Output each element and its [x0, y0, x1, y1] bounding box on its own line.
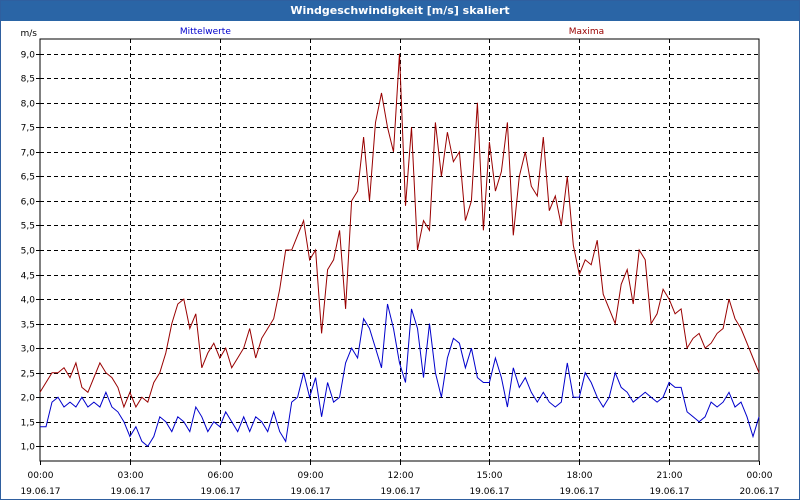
y-tick-label: 9,0: [21, 51, 36, 61]
x-tick-time-label: 09:00: [298, 471, 324, 481]
x-tick-date-label: 19.06.17: [649, 487, 689, 497]
y-tick-label: 7,5: [21, 124, 35, 134]
y-tick-label: 8,5: [21, 75, 35, 85]
y-tick-label: 8,0: [21, 100, 36, 110]
x-tick-date-label: 19.06.17: [290, 487, 330, 497]
series-line-mittelwerte: [40, 303, 760, 448]
x-tick-date-label: 20.06.17: [739, 487, 779, 497]
y-tick-label: 6,5: [21, 173, 35, 183]
legend-label-mittelwerte: Mittelwerte: [180, 27, 231, 37]
y-tick-label: 4,5: [21, 272, 35, 282]
y-tick-label: 7,0: [21, 149, 36, 159]
y-tick-label: 6,0: [21, 198, 36, 208]
y-tick-label: 1,5: [21, 419, 35, 429]
x-tick-date-label: 19.06.17: [559, 487, 599, 497]
x-tick-time-label: 00:00: [28, 471, 54, 481]
y-tick-label: 2,0: [21, 394, 36, 404]
x-tick-time-label: 15:00: [477, 471, 503, 481]
x-tick-date-label: 19.06.17: [110, 487, 150, 497]
x-tick-time-label: 00:00: [747, 471, 773, 481]
x-tick-date-label: 19.06.17: [380, 487, 420, 497]
y-tick-label: 2,5: [21, 370, 35, 380]
legend-label-maxima: Maxima: [569, 27, 604, 37]
x-tick-time-label: 03:00: [118, 471, 144, 481]
y-tick-label: 3,0: [21, 345, 36, 355]
x-tick-time-label: 18:00: [567, 471, 593, 481]
y-tick-label: 5,5: [21, 222, 35, 232]
x-tick-time-label: 06:00: [208, 471, 234, 481]
x-tick-date-label: 19.06.17: [200, 487, 240, 497]
x-tick-time-label: 12:00: [388, 471, 414, 481]
series-line-maxima: [39, 53, 760, 409]
y-tick-label: 4,0: [21, 296, 36, 306]
y-tick-label: 1,0: [21, 443, 36, 453]
x-tick-time-label: 21:00: [657, 471, 683, 481]
x-tick-date-label: 19.06.17: [20, 487, 60, 497]
y-tick-label: 3,5: [21, 321, 35, 331]
y-tick-label: 5,0: [21, 247, 36, 257]
y-axis-unit: m/s: [21, 29, 38, 39]
x-tick-date-label: 19.06.17: [469, 487, 509, 497]
window-title: Windgeschwindigkeit [m/s] skaliert: [1, 1, 799, 21]
